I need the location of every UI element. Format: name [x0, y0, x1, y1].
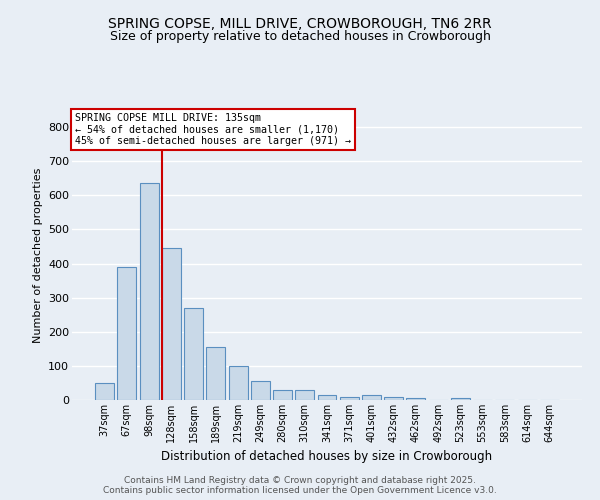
Bar [295, 390, 314, 400]
Text: Size of property relative to detached houses in Crowborough: Size of property relative to detached ho… [110, 30, 490, 43]
Bar [95, 383, 114, 400]
Bar [251, 380, 270, 400]
Text: SPRING COPSE MILL DRIVE: 135sqm
← 54% of detached houses are smaller (1,170)
45%: SPRING COPSE MILL DRIVE: 135sqm ← 54% of… [74, 113, 350, 146]
Bar [140, 184, 158, 400]
Bar [384, 396, 403, 400]
X-axis label: Distribution of detached houses by size in Crowborough: Distribution of detached houses by size … [161, 450, 493, 464]
Bar [229, 366, 248, 400]
Bar [162, 248, 181, 400]
Bar [451, 398, 470, 400]
Bar [340, 396, 359, 400]
Bar [118, 267, 136, 400]
Bar [184, 308, 203, 400]
Bar [406, 398, 425, 400]
Bar [206, 347, 225, 400]
Text: Contains HM Land Registry data © Crown copyright and database right 2025.: Contains HM Land Registry data © Crown c… [124, 476, 476, 485]
Text: SPRING COPSE, MILL DRIVE, CROWBOROUGH, TN6 2RR: SPRING COPSE, MILL DRIVE, CROWBOROUGH, T… [108, 18, 492, 32]
Bar [362, 395, 381, 400]
Text: Contains public sector information licensed under the Open Government Licence v3: Contains public sector information licen… [103, 486, 497, 495]
Bar [317, 395, 337, 400]
Y-axis label: Number of detached properties: Number of detached properties [32, 168, 43, 342]
Bar [273, 390, 292, 400]
